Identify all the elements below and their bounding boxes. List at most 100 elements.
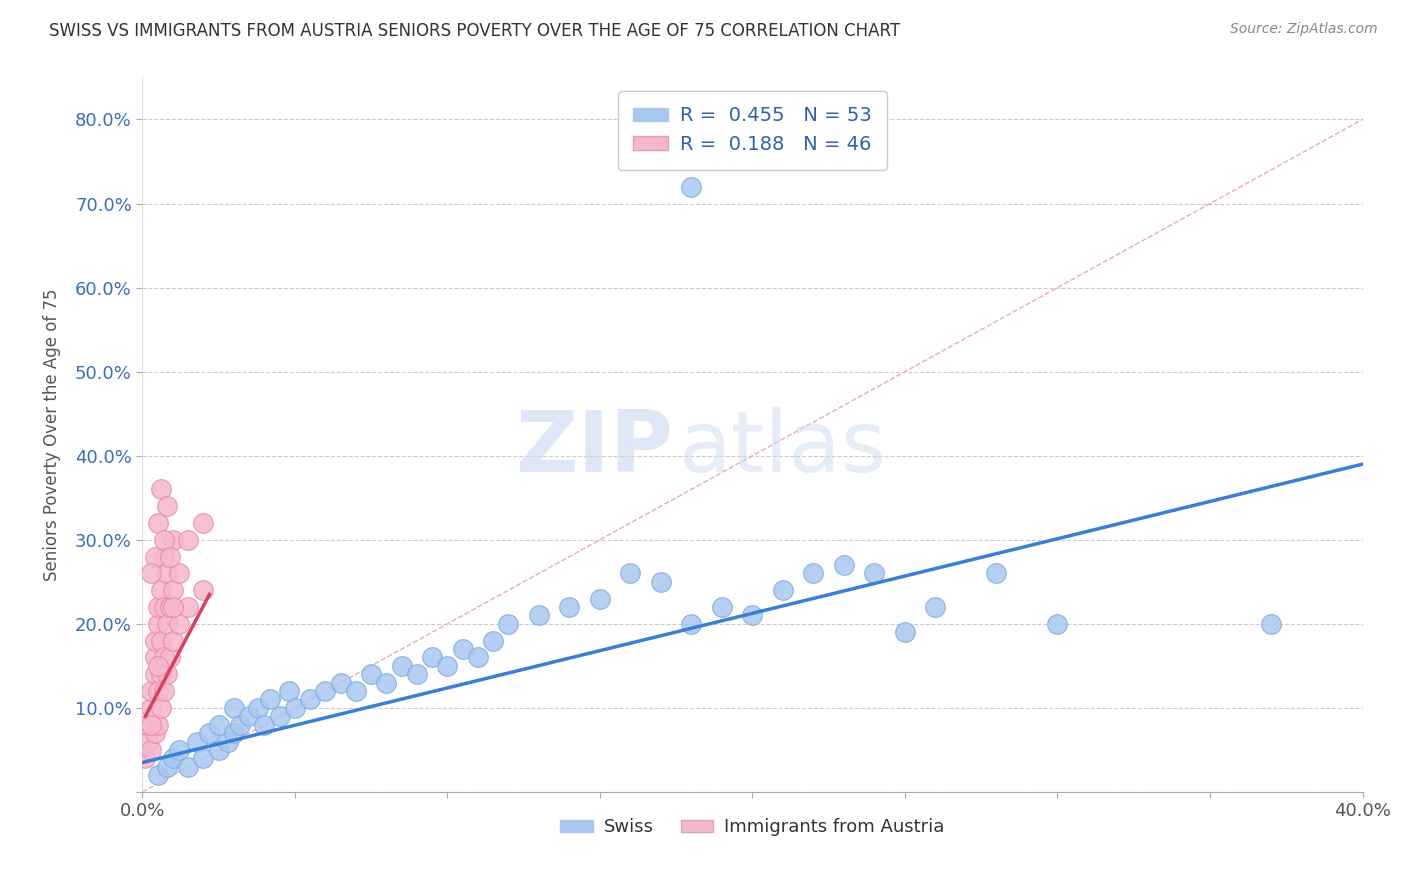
Point [420,650,443,665]
Point [149,483,172,497]
Point [863,566,886,581]
Point [146,600,169,615]
Point [894,625,917,640]
Point [152,684,174,698]
Point [1260,616,1282,631]
Point [207,717,229,731]
Point [222,726,245,740]
Point [277,684,299,698]
Point [329,675,352,690]
Point [143,726,166,740]
Point [299,692,322,706]
Point [162,633,184,648]
Point [375,675,398,690]
Point [143,549,166,564]
Point [162,533,184,547]
Text: Source: ZipAtlas.com: Source: ZipAtlas.com [1230,22,1378,37]
Point [269,709,291,723]
Point [177,760,200,774]
Point [149,633,172,648]
Point [238,709,260,723]
Point [159,600,181,615]
Point [152,549,174,564]
Point [986,566,1008,581]
Legend: Swiss, Immigrants from Austria: Swiss, Immigrants from Austria [553,811,952,844]
Point [141,743,163,757]
Point [619,566,641,581]
Point [167,616,190,631]
Point [344,684,367,698]
Point [134,751,156,765]
Point [198,726,221,740]
Point [141,717,163,731]
Point [152,600,174,615]
Point [143,650,166,665]
Point [186,734,208,748]
Point [167,566,190,581]
Point [143,633,166,648]
Point [146,684,169,698]
Point [207,743,229,757]
Point [156,667,179,681]
Point [162,583,184,598]
Point [146,616,169,631]
Point [138,734,160,748]
Point [229,717,252,731]
Point [141,701,163,715]
Point [149,583,172,598]
Point [146,717,169,731]
Point [138,717,160,731]
Point [156,616,179,631]
Point [314,684,336,698]
Text: SWISS VS IMMIGRANTS FROM AUSTRIA SENIORS POVERTY OVER THE AGE OF 75 CORRELATION : SWISS VS IMMIGRANTS FROM AUSTRIA SENIORS… [49,22,900,40]
Point [681,616,703,631]
Point [741,608,763,623]
Point [253,717,276,731]
Point [193,751,215,765]
Point [467,650,489,665]
Point [436,658,458,673]
Point [149,701,172,715]
Point [772,583,794,598]
Point [146,516,169,530]
Point [284,701,307,715]
Point [177,533,200,547]
Text: atlas: atlas [679,408,887,491]
Point [152,650,174,665]
Point [162,751,184,765]
Point [149,667,172,681]
Point [146,768,169,782]
Text: ZIP: ZIP [516,408,673,491]
Point [451,642,474,657]
Point [143,667,166,681]
Point [482,633,505,648]
Point [1046,616,1069,631]
Point [832,558,855,572]
Point [498,616,520,631]
Y-axis label: Seniors Poverty Over the Age of 75: Seniors Poverty Over the Age of 75 [44,288,60,581]
Point [803,566,825,581]
Point [162,600,184,615]
Point [159,650,181,665]
Point [681,179,703,194]
Point [156,760,179,774]
Point [222,701,245,715]
Point [589,591,612,606]
Point [405,667,427,681]
Point [152,533,174,547]
Point [146,658,169,673]
Point [259,692,281,706]
Point [650,574,672,589]
Point [156,566,179,581]
Point [924,600,946,615]
Point [360,667,382,681]
Point [193,583,215,598]
Point [391,658,413,673]
Point [177,600,200,615]
Point [141,684,163,698]
Point [710,600,733,615]
Point [217,734,239,748]
Point [558,600,581,615]
Point [167,743,190,757]
Point [527,608,550,623]
